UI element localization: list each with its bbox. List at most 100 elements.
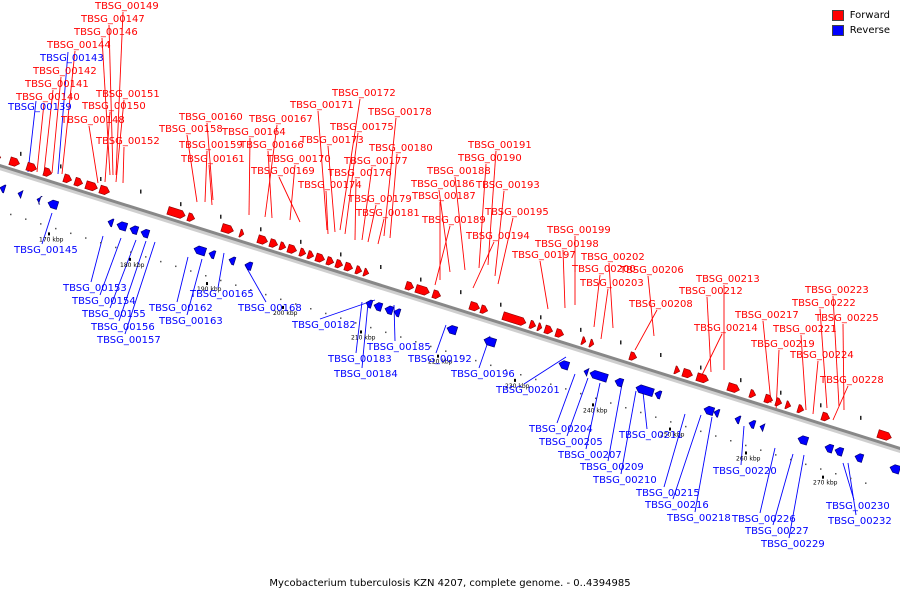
scale-dot — [475, 359, 477, 362]
gene-leader-line — [118, 240, 147, 322]
gene-label: TBSG_00224 — [789, 350, 854, 361]
gene-label: TBSG_00141 — [24, 79, 89, 90]
forward-gene-arrow — [286, 243, 297, 254]
forward-gene-arrow — [774, 397, 783, 407]
scale-dot — [550, 383, 552, 385]
gene-label: TBSG_00220 — [712, 466, 777, 477]
scale-dot — [130, 251, 132, 253]
gene-leader-line — [523, 356, 567, 385]
gene-label: TBSG_00151 — [95, 89, 160, 100]
reverse-gene-arrow — [129, 225, 140, 236]
gene-label: TBSG_00202 — [580, 252, 645, 263]
gene-label: TBSG_00203 — [579, 278, 644, 289]
gene-label: TBSG_00208 — [628, 299, 693, 310]
scale-dot — [400, 336, 402, 338]
reverse-gene-arrow — [36, 195, 43, 205]
forward-gene-arrow — [763, 393, 774, 404]
forward-gene-arrow — [84, 180, 98, 192]
gene-label: TBSG_00158 — [158, 124, 223, 135]
gene-arrows — [0, 151, 900, 475]
gene-label: TBSG_00193 — [475, 180, 540, 191]
scale-dot — [625, 407, 627, 409]
legend: Forward Reverse — [831, 8, 890, 38]
reverse-swatch — [831, 25, 844, 36]
scale-dot — [100, 242, 102, 244]
gene-label: TBSG_00184 — [333, 369, 398, 380]
gene-leader-line — [819, 308, 828, 409]
gene-label: TBSG_00201 — [495, 385, 560, 396]
forward-gene-arrow — [726, 382, 740, 393]
forward-gene-arrow — [695, 372, 709, 384]
forward-gene-arrow — [98, 184, 110, 195]
gene-leader-line — [762, 320, 772, 404]
scale-dot — [140, 189, 142, 194]
scale-dot — [235, 284, 237, 286]
gene-label: TBSG_00181 — [355, 208, 420, 219]
gene-label: TBSG_00180 — [368, 143, 433, 154]
gene-leader-line — [438, 189, 451, 273]
tick-mark — [592, 403, 594, 407]
scale-dot — [205, 275, 207, 277]
gene-label: TBSG_00175 — [329, 122, 394, 133]
gene-leader-line — [759, 447, 776, 514]
tick-mark — [282, 305, 284, 309]
reverse-gene-arrow — [193, 245, 208, 257]
gene-leader-line — [208, 164, 213, 206]
scale-dot — [685, 425, 687, 428]
gene-label: TBSG_00222 — [791, 298, 856, 309]
scale-dot — [310, 308, 312, 310]
gene-leader-line — [99, 237, 122, 296]
scale-dot — [325, 312, 327, 315]
gene-leader-line — [494, 190, 505, 277]
gene-leader-line — [832, 295, 840, 407]
reverse-gene-arrow — [824, 443, 835, 454]
tick-label: 270 kbp — [813, 480, 838, 487]
scale-dot — [340, 252, 342, 257]
gene-leader-line — [377, 218, 385, 245]
gene-label: TBSG_00153 — [62, 283, 127, 294]
reverse-gene-arrow — [393, 308, 402, 318]
reverse-gene-arrow — [889, 464, 900, 475]
gene-label: TBSG_00207 — [557, 450, 622, 461]
forward-gene-arrow — [325, 256, 335, 266]
gene-leader-line — [217, 252, 225, 289]
gene-label: TBSG_00228 — [819, 375, 884, 386]
tick-mark — [129, 257, 131, 261]
forward-gene-arrow — [306, 250, 315, 260]
reverse-gene-arrow — [140, 228, 151, 239]
gene-leader-line — [847, 462, 857, 516]
gene-label: TBSG_00168 — [237, 303, 302, 314]
scale-dot — [260, 227, 262, 232]
forward-gene-arrow — [536, 322, 543, 332]
gene-label: TBSG_00199 — [546, 225, 611, 236]
gene-label: TBSG_00173 — [299, 135, 364, 146]
forward-gene-arrow — [238, 228, 245, 238]
gene-leader-line — [339, 98, 361, 231]
tick-mark — [514, 378, 516, 382]
gene-leader-line — [556, 373, 576, 424]
gene-leader-line — [620, 390, 637, 475]
gene-label: TBSG_00159 — [178, 140, 243, 151]
gene-label: TBSG_00146 — [73, 27, 138, 38]
gene-label: TBSG_00189 — [421, 215, 486, 226]
gene-leader-line — [289, 164, 296, 221]
forward-gene-arrow — [580, 336, 587, 345]
scale-dot — [385, 331, 387, 334]
gene-leader-line — [355, 301, 363, 354]
forward-gene-arrow — [501, 311, 527, 326]
scale-dot — [655, 416, 657, 418]
gene-leader-line — [43, 89, 54, 174]
scale-dot — [620, 340, 622, 345]
gene-label: TBSG_00230 — [825, 501, 890, 512]
forward-gene-arrow — [543, 324, 554, 335]
gene-label: TBSG_00213 — [695, 274, 760, 285]
reverse-gene-arrow — [834, 447, 845, 457]
reverse-gene-arrow — [734, 415, 742, 425]
gene-leader-line — [607, 383, 623, 462]
scale-dot — [220, 279, 222, 282]
scale-dot — [610, 402, 612, 404]
gene-label: TBSG_00206 — [619, 265, 684, 276]
tick-mark — [206, 282, 208, 286]
gene-leader-line — [389, 153, 398, 239]
